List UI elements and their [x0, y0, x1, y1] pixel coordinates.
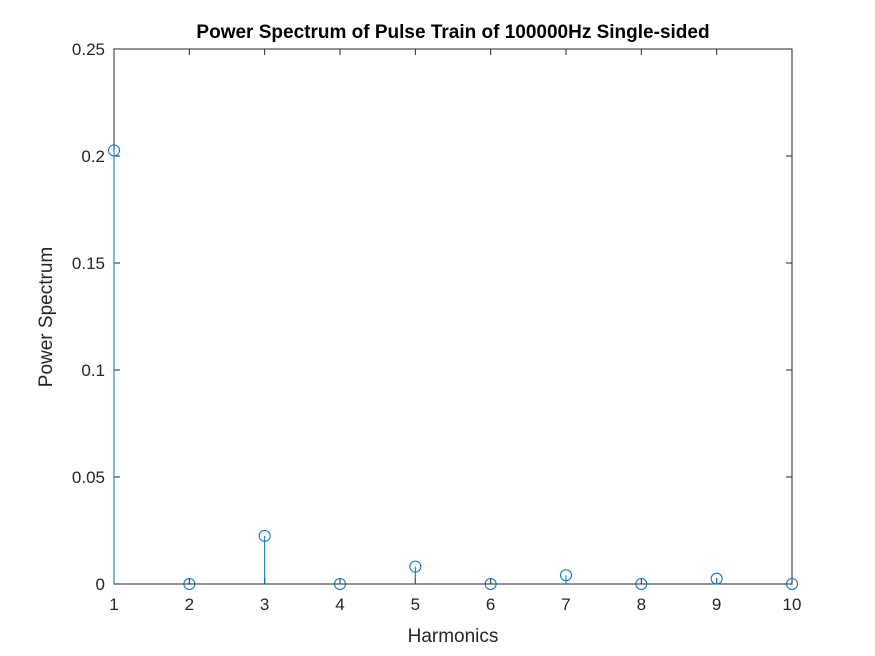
x-tick-label: 5	[411, 595, 420, 614]
y-tick-label: 0.15	[72, 254, 105, 273]
stem-marker	[710, 572, 723, 585]
plot-box	[113, 48, 793, 585]
y-tick-label: 0.05	[72, 468, 105, 487]
y-axis-label: Power Spectrum	[36, 247, 57, 387]
x-tick-label: 9	[712, 595, 721, 614]
stem-marker	[183, 578, 196, 590]
y-tick-label: 0	[96, 575, 105, 594]
x-tick-label: 4	[335, 595, 344, 614]
stem-marker	[108, 144, 120, 157]
x-tick-label: 10	[783, 595, 802, 614]
stem-marker	[409, 560, 422, 573]
x-tick-label: 1	[109, 595, 118, 614]
y-tick-label: 0.25	[72, 40, 105, 59]
stem-marker	[258, 529, 271, 542]
plot-axes: 1 2 3 4 5 6 7 8 9 10 0 0.05 0.1 0.15 0.2 0.25	[72, 40, 802, 614]
y-tick-label: 0.2	[81, 147, 105, 166]
x-tick-label: 6	[486, 595, 495, 614]
x-tick-label: 3	[260, 595, 269, 614]
stem-marker	[560, 569, 572, 582]
x-axis-label: Harmonics	[408, 626, 499, 647]
chart-title: Power Spectrum of Pulse Train of 100000H…	[196, 22, 709, 43]
x-tick-label: 2	[185, 595, 194, 614]
stem-marker	[635, 578, 648, 590]
stem-marker	[334, 578, 346, 590]
y-tick-label: 0.1	[81, 361, 105, 380]
stem-marker	[786, 578, 798, 590]
stem-marker	[484, 578, 497, 590]
x-tick-label: 7	[561, 595, 570, 614]
stem-series	[108, 144, 798, 590]
x-tick-label: 8	[637, 595, 646, 614]
